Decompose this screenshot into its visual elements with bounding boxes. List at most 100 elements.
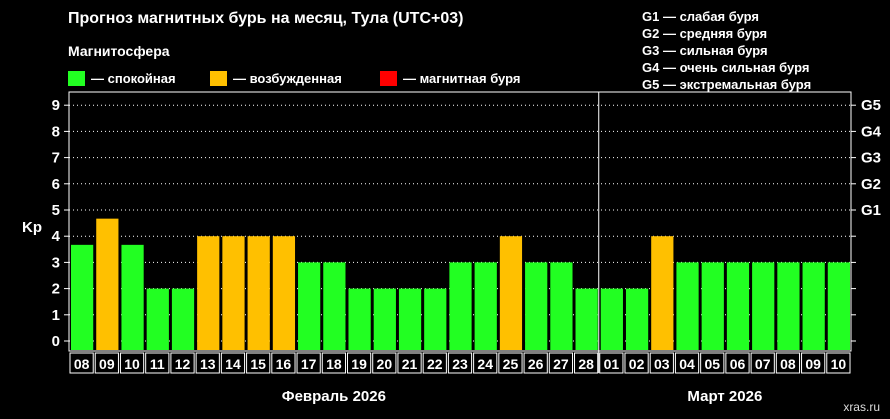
day-label: 28 [578, 356, 594, 372]
legend-subtitle: Магнитосфера [68, 43, 170, 59]
kp-bar [323, 262, 346, 350]
month-label: Март 2026 [687, 388, 762, 405]
kp-bar [171, 288, 195, 350]
kp-bar [424, 288, 447, 350]
day-label: 19 [351, 356, 367, 372]
right-axis-label-g1: G1 [861, 202, 881, 219]
kp-bar [802, 262, 825, 350]
day-label: 10 [124, 356, 140, 372]
day-label-box [271, 352, 296, 374]
day-label: 08 [780, 356, 796, 372]
y-tick-label: 8 [52, 123, 60, 140]
day-label-box [649, 352, 674, 374]
day-label-box [296, 352, 321, 374]
right-axis-label-g2: G2 [861, 176, 881, 193]
day-label: 26 [528, 356, 544, 372]
day-label: 12 [175, 356, 191, 372]
kp-bar [71, 244, 94, 350]
day-label: 15 [250, 356, 266, 372]
day-label-box [69, 352, 94, 374]
chart-title: Прогноз магнитных бурь на месяц, Тула (U… [68, 10, 464, 27]
kp-bar [146, 288, 169, 350]
day-label: 09 [805, 356, 821, 372]
kp-bar [222, 236, 245, 350]
day-label-box [372, 352, 397, 374]
day-label: 04 [679, 356, 695, 372]
day-label-box [473, 352, 498, 374]
kp-bar [474, 262, 497, 350]
day-label: 13 [200, 356, 216, 372]
legend-item-quiet: — спокойная [68, 70, 176, 86]
y-axis-label: Kp [22, 219, 42, 236]
legend-swatch-storm [380, 70, 397, 86]
storm-level-list: G1 — слабая буря G2 — средняя буря G3 — … [642, 8, 811, 93]
kp-bar [651, 236, 674, 350]
day-label: 23 [452, 356, 468, 372]
kp-bar [298, 262, 321, 350]
y-tick-label: 4 [52, 228, 61, 245]
day-label-box [775, 352, 801, 374]
day-label: 09 [99, 356, 115, 372]
y-tick-label: 3 [52, 254, 60, 271]
day-label-box [700, 352, 725, 374]
day-label: 08 [74, 356, 90, 372]
plot-frame [68, 91, 852, 352]
y-tick-label: 2 [52, 281, 60, 298]
kp-bar [600, 288, 623, 350]
day-label-box [725, 352, 750, 374]
day-label-box [346, 352, 372, 374]
day-label-box [397, 352, 422, 374]
day-label: 03 [654, 356, 670, 372]
storm-level-g2: G2 — средняя буря [642, 26, 768, 41]
site-credit[interactable]: xras.ru [843, 400, 880, 414]
day-label: 14 [225, 356, 241, 372]
legend-swatch-quiet [68, 70, 85, 86]
storm-level-g5: G5 — экстремальная буря [642, 77, 812, 92]
kp-bar [499, 236, 523, 350]
day-label: 06 [730, 356, 746, 372]
day-label: 05 [704, 356, 720, 372]
y-tick-label: 0 [52, 333, 60, 350]
kp-bar [575, 288, 598, 350]
day-label: 20 [377, 356, 393, 372]
month-label: Февраль 2026 [282, 388, 386, 405]
day-label-box [599, 352, 624, 374]
day-label-box [750, 352, 775, 374]
day-label-box [94, 352, 119, 374]
day-label: 16 [276, 356, 292, 372]
day-label-box [447, 352, 473, 374]
right-axis-label-g5: G5 [861, 97, 881, 114]
day-label: 02 [629, 356, 645, 372]
day-label-box [548, 352, 574, 374]
legend-label-active: — возбужденная [233, 70, 342, 86]
kp-bar [752, 262, 775, 350]
kp-bar [247, 236, 270, 350]
day-label: 27 [553, 356, 569, 372]
kp-bar [777, 262, 800, 350]
kp-bar [550, 262, 573, 350]
day-label-box [195, 352, 220, 374]
kp-bar [96, 218, 119, 350]
legend-label-quiet: — спокойная [91, 70, 176, 86]
right-axis-label-g3: G3 [861, 150, 881, 167]
kp-bar [827, 262, 850, 350]
kp-bar [625, 288, 649, 350]
legend-item-active: — возбужденная [210, 70, 342, 86]
day-label: 11 [150, 356, 165, 372]
day-label-box [498, 352, 523, 374]
legend-swatch-active [210, 70, 227, 86]
kp-bar [121, 244, 144, 350]
day-label: 17 [301, 356, 317, 372]
y-tick-label: 1 [52, 307, 60, 324]
day-label-box [674, 352, 700, 374]
day-label-box [624, 352, 649, 374]
y-tick-label: 9 [52, 97, 60, 114]
kp-bar [449, 262, 472, 350]
storm-level-g3: G3 — сильная буря [642, 43, 768, 58]
kp-bar [726, 262, 750, 350]
kp-bar [525, 262, 548, 350]
kp-bar [701, 262, 724, 350]
day-label-box [119, 352, 145, 374]
day-label-box [321, 352, 346, 374]
